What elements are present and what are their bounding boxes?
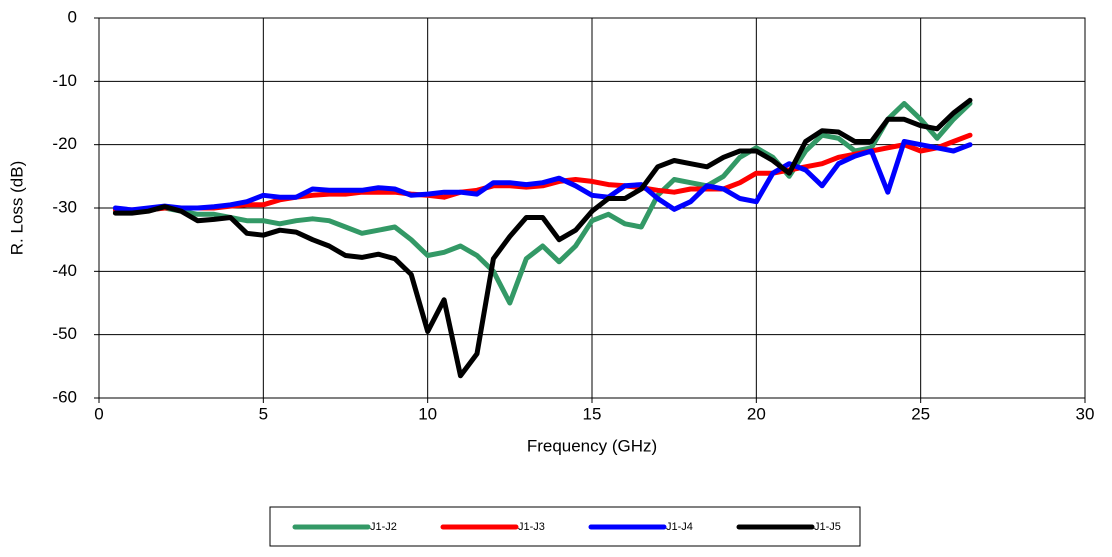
x-tick-label: 10 — [418, 404, 437, 423]
series-line — [112, 139, 973, 213]
legend-label: J1-J4 — [666, 521, 693, 533]
y-tick-label: -50 — [52, 324, 77, 343]
plot-frame — [98, 17, 1086, 399]
x-tick-label: 5 — [259, 404, 268, 423]
y-tick-label: 0 — [68, 7, 77, 26]
legend-label: J1-J5 — [814, 521, 841, 533]
legend-label: J1-J3 — [518, 521, 545, 533]
y-tick-label: -10 — [52, 71, 77, 90]
x-axis-title: Frequency (GHz) — [527, 436, 657, 455]
x-tick-label: 20 — [747, 404, 766, 423]
y-tick-label: -20 — [52, 134, 77, 153]
series-line — [112, 101, 973, 306]
y-tick-label: -60 — [52, 387, 77, 406]
x-tick-label: 25 — [911, 404, 930, 423]
x-tick-label: 30 — [1076, 404, 1095, 423]
y-tick-label: -40 — [52, 261, 77, 280]
series-line — [112, 132, 973, 213]
series-line — [112, 97, 973, 379]
legend: J1-J2 J1-J3 J1-J4 J1-J5 — [292, 521, 841, 533]
x-tick-label: 0 — [94, 404, 103, 423]
x-tick-label: 15 — [583, 404, 602, 423]
y-tick-label: -30 — [52, 197, 77, 216]
y-axis-title: R. Loss (dB) — [7, 161, 26, 255]
legend-label: J1-J2 — [370, 521, 397, 533]
